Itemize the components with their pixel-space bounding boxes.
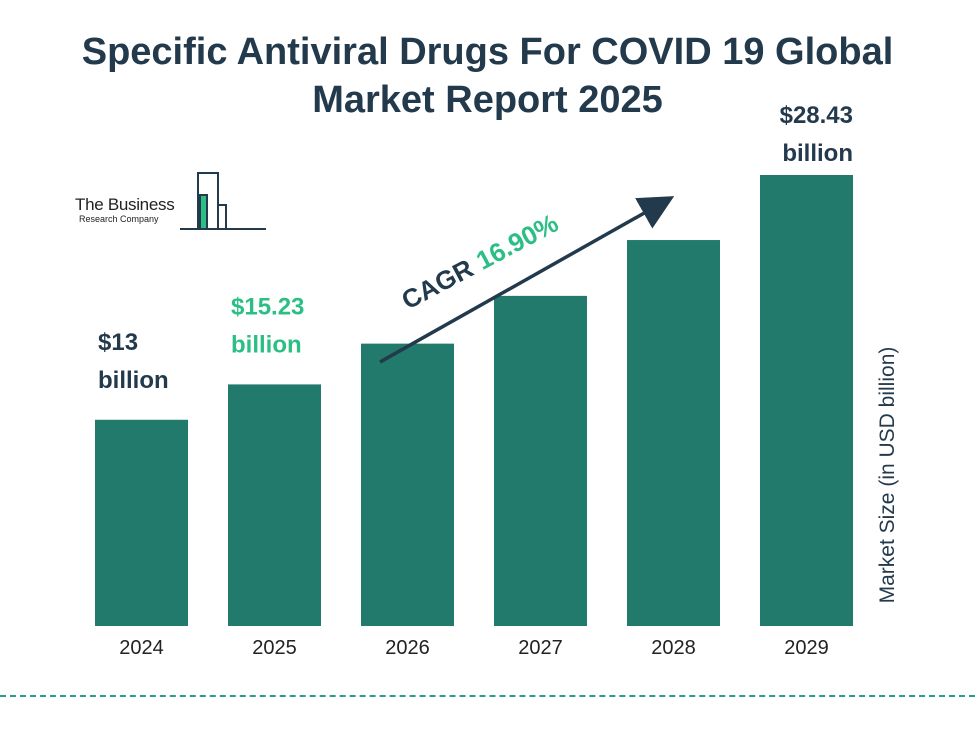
bar-2027: [494, 295, 587, 626]
x-tick-label: 2026: [385, 637, 430, 659]
data-label-2024: billion: [98, 367, 169, 394]
logo-mark-icon: [180, 172, 266, 230]
data-label-2029: billion: [782, 140, 853, 167]
chart-title-line1: Specific Antiviral Drugs For COVID 19 Gl…: [81, 31, 894, 73]
logo-text-line2: Research Company: [79, 214, 159, 224]
chart-title-line2: Market Report 2025: [312, 79, 663, 121]
x-tick-label: 2027: [518, 637, 563, 659]
company-logo: The Business Research Company: [70, 168, 270, 238]
x-tick-label: 2024: [119, 637, 164, 659]
bar-2029: [760, 175, 853, 626]
bar-2026: [361, 343, 454, 626]
data-label-2025: billion: [231, 331, 302, 358]
bar-2028: [627, 240, 720, 626]
data-label-2029: $28.43: [780, 102, 853, 129]
cagr-arrow: [379, 196, 675, 364]
x-tick-label: 2025: [252, 637, 297, 659]
chart-title: Specific Antiviral Drugs For COVID 19 Gl…: [0, 28, 975, 124]
dashed-divider: [0, 695, 975, 697]
y-axis-label: Market Size (in USD billion): [876, 346, 899, 604]
logo-text-line1: The Business: [75, 195, 175, 214]
data-label-2025: $15.23: [231, 293, 304, 320]
x-tick-label: 2029: [784, 637, 829, 659]
x-tick-label: 2028: [651, 637, 696, 659]
data-label-2024: $13: [98, 329, 138, 356]
bar-2025: [228, 384, 321, 626]
bar-2024: [95, 419, 188, 626]
